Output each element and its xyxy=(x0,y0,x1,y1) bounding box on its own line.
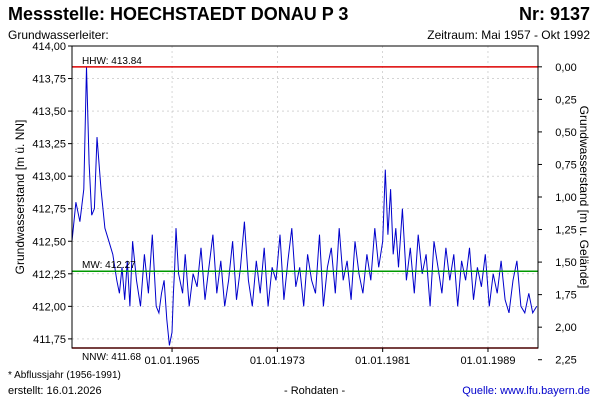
x-tick-label: 01.01.1965 xyxy=(145,355,200,367)
ref-label-mw: MW: 412.27 xyxy=(82,260,136,271)
source-link[interactable]: Quelle: www.lfu.bayern.de xyxy=(462,385,590,397)
y2-tick-label: 0,00 xyxy=(555,62,576,74)
x-tick-label: 01.01.1989 xyxy=(460,355,515,367)
y-tick-label: 411,75 xyxy=(33,334,66,346)
y2-tick-label: 0,25 xyxy=(555,94,576,106)
reference-lines: HHW: 413.84 MW: 412.27 NNW: 411.68 xyxy=(72,56,538,363)
ref-label-hhw: HHW: 413.84 xyxy=(82,56,142,67)
y2-tick-label: 0,75 xyxy=(555,159,576,171)
chart-title: Messstelle: HOECHSTAEDT DONAU P 3 xyxy=(8,4,349,24)
ref-label-nnw: NNW: 411.68 xyxy=(82,352,142,363)
x-tick-label: 01.01.1981 xyxy=(355,355,410,367)
y2-tick-label: 2,00 xyxy=(555,322,576,334)
y-tick-label: 413,75 xyxy=(32,74,66,86)
footnote: * Abflussjahr (1956-1991) xyxy=(8,370,121,381)
y-tick-label: 413,50 xyxy=(32,106,66,118)
y2-tick-label: 1,50 xyxy=(555,257,576,269)
series-line xyxy=(71,66,538,346)
y-tick-label: 413,00 xyxy=(32,171,66,183)
y2-tick-label: 1,25 xyxy=(555,225,576,237)
raw-data-label: - Rohdaten - xyxy=(284,385,346,397)
y2-tick-label: 1,75 xyxy=(555,290,576,302)
period-label: Zeitraum: Mai 1957 - Okt 1992 xyxy=(427,28,590,42)
station-number: Nr: 9137 xyxy=(518,4,590,24)
created-date: erstellt: 16.01.2026 xyxy=(8,385,102,397)
x-tick-label: 01.01.1973 xyxy=(250,355,305,367)
y-tick-label: 414,00 xyxy=(32,41,66,53)
y2-axis-title: Grundwasserstand [m u. Gelände] xyxy=(577,106,591,289)
y2-tick-label: 2,25 xyxy=(555,355,576,367)
y-tick-label: 412,25 xyxy=(32,269,66,281)
series-layer xyxy=(71,66,538,346)
axes: 414,00 413,75 413,50 413,25 413,00 412,75 412,… xyxy=(32,41,576,367)
grid xyxy=(72,45,538,348)
y-tick-label: 413,25 xyxy=(32,139,66,151)
aquifer-label: Grundwasserleiter: xyxy=(8,28,109,42)
y-tick-label: 412,00 xyxy=(32,301,66,313)
y-tick-label: 412,50 xyxy=(32,236,66,248)
plot-frame xyxy=(71,45,539,349)
y-tick-label: 412,75 xyxy=(32,204,66,216)
y-axis-title: Grundwasserstand [m ü. NN] xyxy=(13,120,27,275)
y2-tick-label: 0,50 xyxy=(555,127,576,139)
y2-tick-label: 1,00 xyxy=(555,192,576,204)
